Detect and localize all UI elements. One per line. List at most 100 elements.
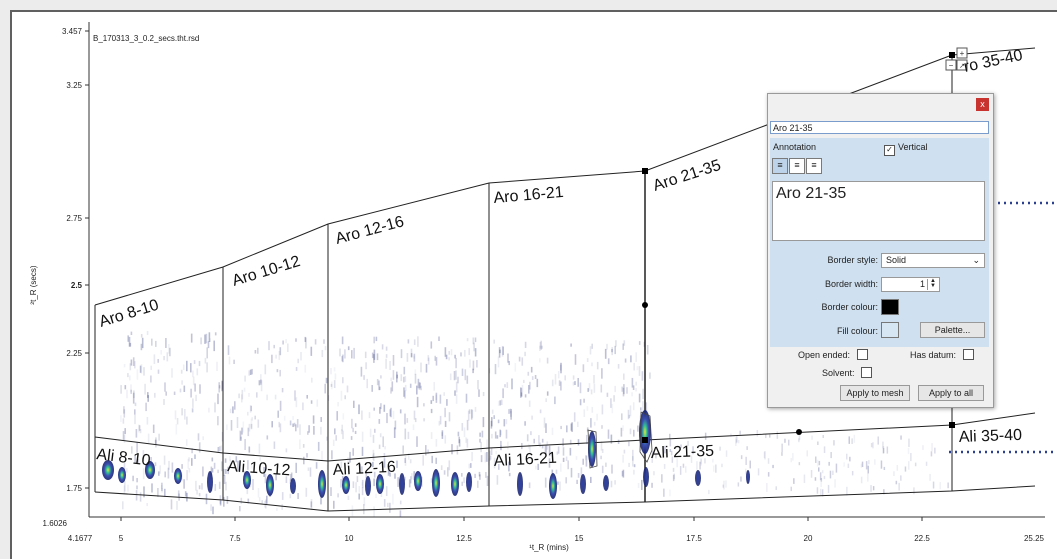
faint-peak (624, 358, 627, 363)
faint-peak (228, 356, 231, 365)
region-label-ali-35-40[interactable]: Ali 35-40 (959, 427, 1023, 446)
faint-peak (947, 482, 949, 489)
faint-peak (193, 360, 196, 364)
faint-peak (510, 409, 512, 420)
mesh-bottom-line[interactable] (94, 485, 1036, 512)
faint-peak (472, 360, 475, 371)
faint-peak (478, 389, 480, 397)
mesh-top-line[interactable] (94, 54, 953, 306)
peak-blob (266, 474, 274, 496)
has-datum-checkbox[interactable] (962, 349, 974, 360)
faint-peak (237, 460, 239, 472)
faint-peak (583, 409, 586, 417)
faint-peak (196, 489, 198, 495)
faint-peak (617, 364, 620, 369)
region-name-input[interactable]: Aro 21-35 (770, 121, 989, 134)
annotation-dialog[interactable]: x Aro 21-35 Annotation ✓ Vertical ≡ ≡ ≡ Aro… (767, 93, 994, 408)
mesh-ali-line[interactable] (94, 412, 1036, 462)
faint-peak (132, 357, 135, 366)
fill-colour-swatch[interactable] (881, 322, 899, 338)
faint-peak (631, 377, 634, 388)
faint-peak (394, 420, 397, 430)
faint-peak (611, 464, 613, 474)
region-label-aro-10-12[interactable]: Aro 10-12 (230, 253, 302, 290)
mesh-handle[interactable] (642, 168, 648, 174)
faint-peak (308, 425, 310, 433)
faint-peak (295, 338, 297, 342)
faint-peak (409, 459, 412, 464)
mesh-handle[interactable] (949, 422, 955, 428)
faint-peak (347, 495, 350, 500)
faint-peak (257, 488, 260, 498)
apply-to-all-button[interactable]: Apply to all (918, 385, 984, 401)
region-label-aro-21-35[interactable]: Aro 21-35 (651, 157, 723, 195)
region-label-ali-10-12[interactable]: Ali 10-12 (227, 458, 291, 479)
annotation-text-area[interactable]: Aro 21-35 (772, 181, 985, 241)
apply-to-mesh-button[interactable]: Apply to mesh (840, 385, 910, 401)
region-label-aro-12-16[interactable]: Aro 12-16 (334, 213, 406, 248)
faint-peak (341, 476, 344, 482)
faint-peak (589, 346, 592, 355)
peak-blob (580, 474, 586, 494)
palette-button[interactable]: Palette... (920, 322, 985, 338)
align-right-icon[interactable]: ≡ (806, 158, 822, 174)
faint-peak (435, 357, 438, 366)
faint-peak (419, 382, 421, 389)
faint-peak (281, 504, 283, 510)
region-label-aro-16-21[interactable]: Aro 16-21 (493, 184, 565, 207)
faint-peak (615, 340, 617, 347)
faint-peak (295, 397, 298, 408)
faint-peak (200, 337, 202, 345)
faint-peak (566, 425, 568, 433)
faint-peak (220, 445, 222, 451)
faint-peak (150, 457, 152, 461)
mesh-midpoint-handle[interactable] (642, 302, 648, 308)
mesh-handle[interactable] (642, 437, 648, 443)
open-ended-checkbox[interactable] (856, 349, 868, 360)
faint-peak (404, 413, 406, 425)
faint-peak (380, 489, 383, 497)
faint-peak (638, 341, 641, 345)
faint-peak (229, 456, 231, 461)
region-label-ali-21-35[interactable]: Ali 21-35 (651, 443, 715, 462)
faint-peak (737, 440, 740, 444)
faint-peak (227, 345, 230, 355)
faint-peak (168, 460, 170, 470)
faint-peak (285, 448, 288, 453)
border-width-stepper[interactable]: 1 ▲ ▼ (881, 277, 940, 292)
faint-peak (146, 331, 149, 335)
border-style-select[interactable]: Solid ⌄ (881, 253, 985, 268)
faint-peak (339, 348, 341, 357)
faint-peak (414, 418, 417, 423)
mesh-handles[interactable] (642, 52, 955, 443)
faint-peak (835, 463, 838, 473)
border-colour-swatch[interactable] (881, 299, 899, 315)
faint-peak (591, 343, 593, 349)
solvent-checkbox[interactable] (861, 367, 873, 378)
faint-peak (479, 438, 481, 443)
mesh-handle[interactable] (949, 52, 955, 58)
align-left-icon[interactable]: ≡ (772, 158, 788, 174)
mesh-midpoint-handle[interactable] (796, 429, 802, 435)
region-label-ali-12-16[interactable]: Ali 12-16 (332, 459, 396, 479)
peak-outline (639, 411, 653, 463)
faint-peak (521, 357, 524, 366)
faint-peak (249, 483, 252, 488)
faint-peak (433, 382, 435, 391)
move-handle-icon[interactable]: + − ↗ (945, 47, 968, 71)
faint-peak (781, 443, 783, 452)
faint-peak (127, 484, 129, 492)
faint-peak (820, 478, 823, 482)
faint-peak (489, 450, 491, 461)
vertical-checkbox[interactable]: ✓ Vertical (884, 142, 928, 156)
close-button[interactable]: x (976, 98, 989, 111)
faint-peak (590, 476, 592, 483)
faint-peak (865, 461, 868, 470)
faint-peak (261, 500, 263, 504)
spinner-icon[interactable]: ▲ ▼ (927, 278, 938, 290)
align-center-icon[interactable]: ≡ (789, 158, 805, 174)
region-label-ali-8-10[interactable]: Ali 8-10 (96, 446, 152, 469)
faint-peak (523, 379, 525, 383)
region-label-ali-16-21[interactable]: Ali 16-21 (493, 450, 557, 470)
